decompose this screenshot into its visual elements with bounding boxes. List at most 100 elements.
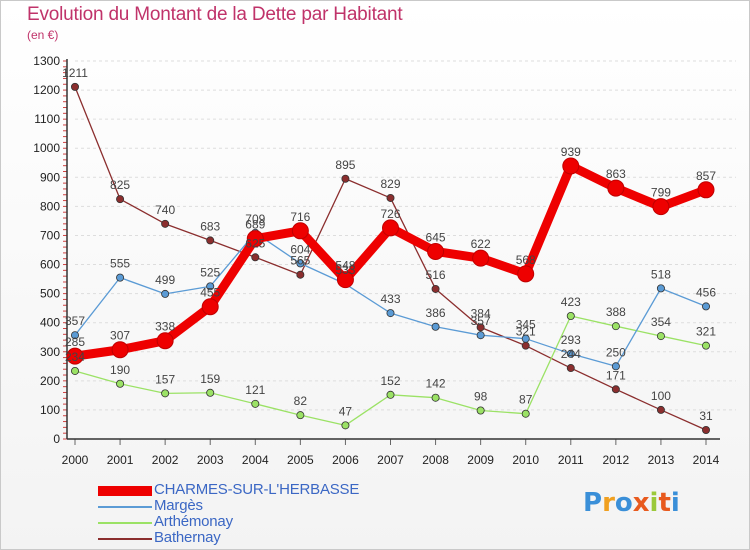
x-tick-label: 2012 — [603, 453, 630, 467]
data-label: 604 — [290, 242, 310, 256]
y-tick-label: 900 — [40, 170, 60, 184]
data-label: 499 — [155, 273, 175, 287]
data-point — [251, 399, 260, 408]
data-label: 568 — [516, 253, 536, 267]
data-label: 456 — [696, 285, 716, 299]
y-tick-label: 400 — [40, 316, 60, 330]
x-tick-label: 2002 — [152, 453, 179, 467]
data-point — [116, 273, 125, 282]
data-point — [111, 341, 129, 359]
axis-layer: 0 100 200 300 400 500 600 700 800 900 1000 1100 1200… — [33, 54, 720, 467]
x-tick-label: 2000 — [62, 453, 89, 467]
y-tick-label: 1200 — [33, 83, 60, 97]
data-label: 157 — [155, 372, 175, 386]
data-label: 726 — [380, 207, 400, 221]
data-label: 386 — [426, 306, 446, 320]
data-label-layer: 285 307 338 455 689 716 548 726 645 622 568 939 863 7… — [62, 66, 716, 423]
data-label: 388 — [606, 305, 626, 319]
data-label: 171 — [606, 368, 626, 382]
x-tick-label: 2005 — [287, 453, 314, 467]
data-point — [296, 270, 305, 279]
data-point — [206, 236, 215, 245]
data-label: 121 — [245, 383, 265, 397]
data-label: 863 — [606, 167, 626, 181]
data-point — [652, 198, 670, 216]
logo-letter: o — [614, 488, 633, 518]
data-point — [156, 332, 174, 350]
data-point — [697, 181, 715, 199]
data-point — [336, 271, 354, 289]
data-point — [521, 334, 530, 343]
data-point — [251, 253, 260, 262]
data-point — [161, 289, 170, 298]
x-tick-label: 2010 — [512, 453, 539, 467]
legend-swatch — [98, 538, 152, 540]
x-tick-label: 2011 — [558, 453, 584, 467]
data-label: 939 — [561, 145, 581, 159]
data-label: 533 — [335, 263, 355, 277]
legend-swatch — [98, 506, 152, 508]
data-label: 357 — [471, 314, 491, 328]
data-label: 518 — [651, 267, 671, 281]
data-label: 689 — [245, 218, 265, 232]
data-point — [291, 222, 309, 240]
data-label: 244 — [561, 347, 581, 361]
data-point — [206, 282, 215, 291]
x-tick-label: 2006 — [332, 453, 359, 467]
data-label: 321 — [696, 325, 716, 339]
data-label: 829 — [380, 177, 400, 191]
data-label: 250 — [606, 345, 626, 359]
data-label: 709 — [245, 212, 265, 226]
data-label: 548 — [335, 259, 355, 273]
data-label: 100 — [651, 389, 671, 403]
data-point — [566, 349, 575, 358]
x-tick-label: 2008 — [422, 453, 449, 467]
data-label: 740 — [155, 203, 175, 217]
data-point — [611, 322, 620, 331]
x-tick-label: 2003 — [197, 453, 224, 467]
data-point — [161, 389, 170, 398]
data-label: 895 — [335, 158, 355, 172]
data-label: 82 — [294, 394, 308, 408]
y-tick-label: 1300 — [33, 54, 60, 68]
data-label: 516 — [426, 268, 446, 282]
data-label: 321 — [516, 325, 536, 339]
data-point — [611, 385, 620, 394]
data-point — [116, 195, 125, 204]
legend-label: Bathernay — [154, 529, 221, 546]
data-label: 159 — [200, 372, 220, 386]
data-point — [476, 323, 485, 332]
logo-letter: t — [658, 488, 671, 518]
chart-title: Evolution du Montant de la Dette par Hab… — [27, 4, 403, 25]
data-label: 357 — [65, 314, 85, 328]
y-tick-label: 100 — [40, 403, 60, 417]
y-tick-label: 1000 — [33, 141, 60, 155]
legend-label: Arthémonay — [154, 513, 233, 530]
data-label: 234 — [65, 350, 85, 364]
data-label: 455 — [200, 286, 220, 300]
data-label: 285 — [65, 335, 85, 349]
x-tick-label: 2001 — [107, 453, 134, 467]
logo-letter: P — [583, 488, 603, 518]
data-point — [71, 331, 80, 340]
data-label: 525 — [200, 265, 220, 279]
data-label: 338 — [155, 320, 175, 334]
data-label: 1211 — [62, 66, 88, 80]
x-tick-label: 2013 — [648, 453, 675, 467]
data-point — [427, 242, 445, 260]
data-point — [431, 322, 440, 331]
data-point — [656, 332, 665, 341]
y-tick-label: 300 — [40, 345, 60, 359]
data-point — [607, 179, 625, 197]
data-label: 423 — [561, 295, 581, 309]
data-point — [476, 331, 485, 340]
data-point — [562, 157, 580, 175]
logo-letter: r — [602, 488, 615, 518]
data-point — [71, 82, 80, 91]
data-point — [386, 390, 395, 399]
chart-unit: (en €) — [27, 28, 59, 42]
data-point — [472, 249, 490, 267]
data-point — [566, 364, 575, 373]
data-label: 433 — [380, 292, 400, 306]
